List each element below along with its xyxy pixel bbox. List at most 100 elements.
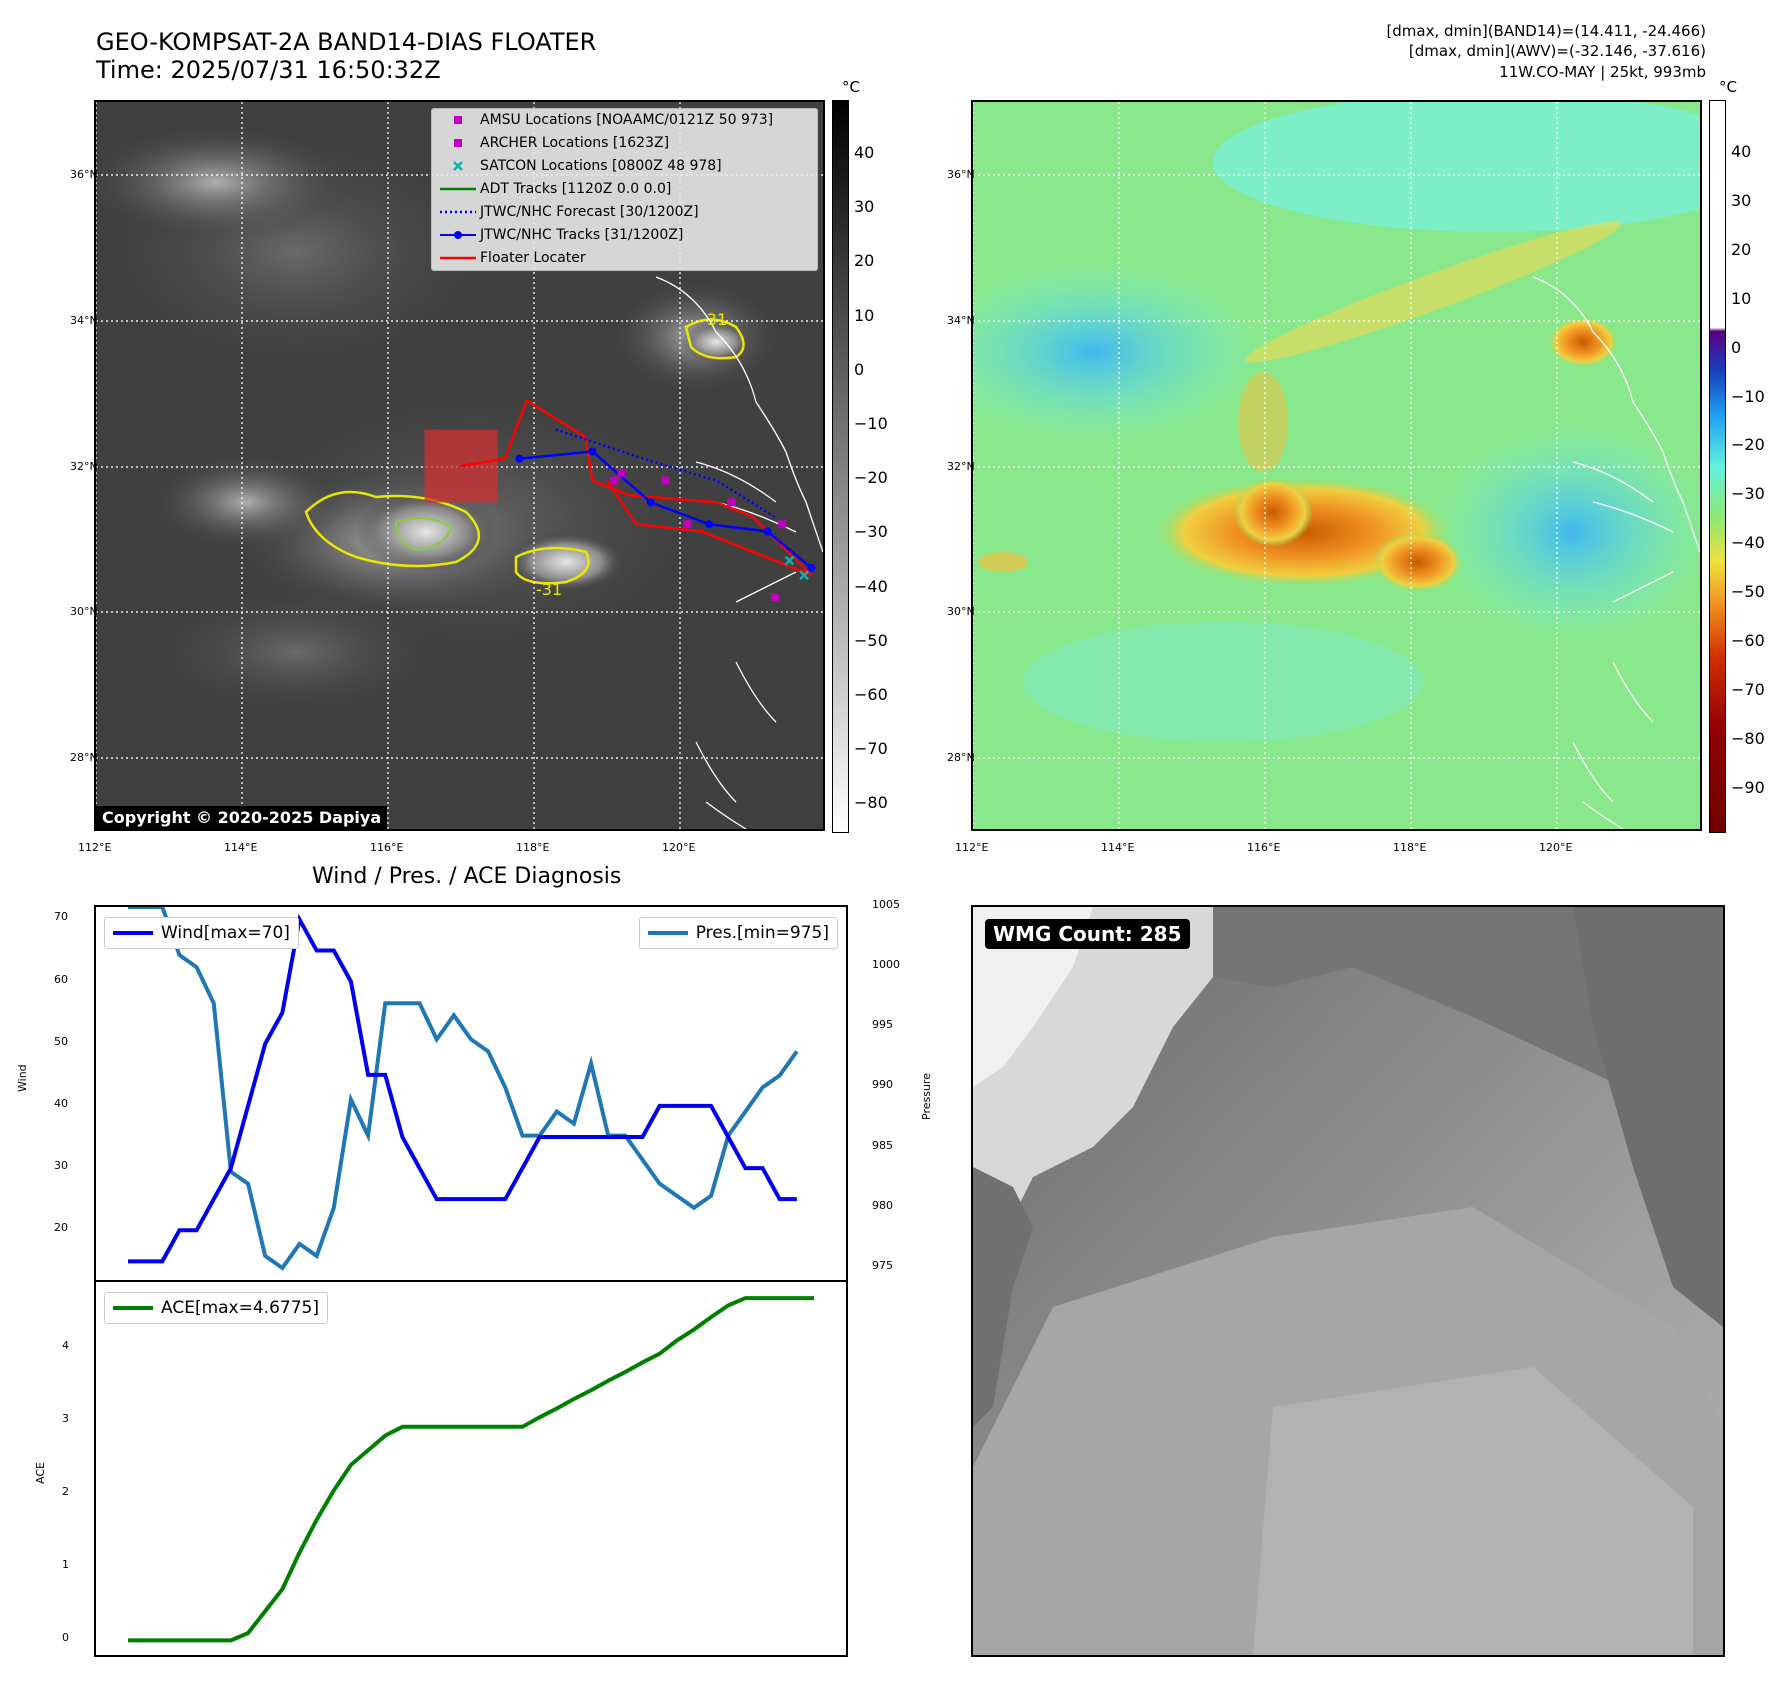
map-legend: AMSU Locations [NOAAMC/0121Z 50 973] ARC… — [431, 108, 818, 271]
wind-tick: 30 — [54, 1159, 68, 1173]
pressure-tick: 995 — [872, 1018, 893, 1032]
wind-tick: 60 — [54, 972, 68, 986]
ace-tick: 3 — [62, 1411, 69, 1425]
lat-tick-28: 28°N — [70, 751, 98, 764]
wind-axis-label: Wind — [16, 1064, 29, 1092]
wind-series-line — [128, 913, 797, 1264]
floater-track-line — [460, 398, 813, 577]
amsu-point — [610, 476, 619, 485]
wind-swatch-icon — [113, 931, 153, 935]
left-colorbar-tick: 0 — [854, 359, 865, 379]
satcon-point — [799, 570, 809, 581]
figure-title: GEO-KOMPSAT-2A BAND14-DIAS FLOATER — [96, 28, 597, 56]
r-lon-tick-112: 112°E — [955, 841, 989, 854]
r-lon-tick-114: 114°E — [1101, 841, 1135, 854]
lon-tick-120: 120°E — [662, 841, 696, 854]
left-colorbar-tick: 30 — [854, 197, 875, 217]
left-colorbar-tick: −50 — [854, 630, 888, 650]
right-colorbar — [1709, 100, 1726, 833]
archer-square-icon — [454, 139, 462, 147]
left-colorbar-tick: 20 — [854, 251, 875, 271]
r-lat-tick-34: 34°N — [947, 314, 975, 327]
amsu-point — [727, 498, 736, 507]
wind-tick: 50 — [54, 1034, 68, 1048]
contour-label-south: -31 — [536, 580, 563, 599]
left-colorbar-tick: −70 — [854, 739, 888, 759]
satcon-point — [784, 555, 795, 566]
ace-tick: 1 — [62, 1558, 69, 1572]
left-colorbar-tick: −40 — [854, 576, 888, 596]
wmg-image — [973, 907, 1723, 1655]
adt-line-icon — [440, 187, 476, 191]
legend-adt: ADT Tracks [1120Z 0.0 0.0] — [432, 178, 817, 201]
lat-tick-32: 32°N — [70, 460, 98, 473]
left-colorbar-tick: −30 — [854, 522, 888, 542]
left-colorbar-unit: °C — [842, 78, 860, 96]
left-colorbar-tick: −60 — [854, 685, 888, 704]
right-colorbar-tick: 0 — [1731, 337, 1742, 357]
right-colorbar-tick: −80 — [1731, 728, 1765, 748]
amsu-point — [770, 593, 779, 602]
right-colorbar-tick: −30 — [1731, 484, 1765, 504]
wind-tick: 20 — [54, 1221, 68, 1235]
pressure-tick: 1005 — [872, 898, 900, 911]
right-colorbar-tick: −40 — [1731, 533, 1765, 553]
amsu-point — [617, 469, 626, 478]
right-colorbar-tick: 30 — [1731, 190, 1752, 210]
wind-tick: 40 — [54, 1096, 68, 1110]
copyright-badge: Copyright © 2020-2025 Dapiya — [96, 806, 388, 829]
lat-tick-36: 36°N — [70, 168, 98, 181]
satcon-x-icon — [453, 161, 463, 171]
lon-tick-116: 116°E — [370, 841, 404, 854]
left-colorbar-tick: −10 — [854, 414, 888, 433]
ace-axis-label: ACE — [34, 1462, 47, 1484]
ace-swatch-icon — [113, 1306, 153, 1310]
jtwc-track-point — [807, 563, 816, 572]
right-colorbar-tick: 10 — [1731, 288, 1752, 308]
wmg-panel: WMG Count: 285 — [971, 905, 1725, 1657]
info-awv-range: [dmax, dmin](AWV)=(-32.146, -37.616) — [1408, 42, 1706, 60]
pressure-tick: 975 — [872, 1258, 893, 1272]
legend-amsu: AMSU Locations [NOAAMC/0121Z 50 973] — [432, 109, 817, 132]
left-colorbar-tick: 40 — [854, 143, 875, 162]
amsu-point — [778, 520, 787, 529]
r-lat-tick-32: 32°N — [947, 460, 975, 473]
wmg-count-badge: WMG Count: 285 — [985, 919, 1190, 949]
pressure-tick: 985 — [872, 1138, 893, 1152]
right-colorbar-tick: −70 — [1731, 679, 1765, 699]
diagnosis-title: Wind / Pres. / ACE Diagnosis — [312, 864, 622, 889]
r-lon-tick-116: 116°E — [1247, 841, 1281, 854]
jtwc-track-point — [588, 447, 597, 456]
left-colorbar-tick: 10 — [854, 305, 875, 325]
r-lat-tick-30: 30°N — [947, 605, 975, 618]
right-colorbar-tick: −90 — [1731, 777, 1765, 797]
right-colorbar-tick: −10 — [1731, 386, 1765, 406]
lat-tick-34: 34°N — [70, 314, 98, 327]
pressure-tick: 1000 — [872, 958, 900, 972]
jtwc-track-point — [705, 520, 714, 529]
r-lon-tick-120: 120°E — [1539, 841, 1573, 854]
enhanced-map-canvas — [973, 102, 1700, 829]
track-line-dot-icon — [440, 231, 476, 239]
jtwc-forecast-line — [555, 428, 776, 519]
r-lat-tick-28: 28°N — [947, 751, 975, 764]
jtwc-track-point — [515, 454, 524, 463]
wind-legend: Wind[max=70] — [104, 917, 299, 949]
ace-panel: ACE[max=4.6775] — [94, 1280, 848, 1657]
pressure-series-line — [128, 907, 799, 1271]
ace-tick: 0 — [62, 1631, 69, 1645]
jtwc-track-line — [519, 450, 813, 569]
legend-floater: Floater Locater — [432, 247, 817, 270]
left-colorbar-tick: −80 — [854, 793, 888, 813]
lon-tick-118: 118°E — [516, 841, 550, 854]
ace-tick: 4 — [62, 1338, 69, 1352]
floater-line-icon — [440, 256, 476, 260]
wind-pressure-plot — [128, 907, 799, 1271]
info-storm-name: 11W.CO-MAY | 25kt, 993mb — [1499, 63, 1706, 81]
r-lat-tick-36: 36°N — [947, 168, 975, 181]
amsu-point — [661, 476, 670, 485]
right-colorbar-tick: −20 — [1731, 435, 1765, 455]
pressure-tick: 980 — [872, 1198, 893, 1212]
pressure-axis-label: Pressure — [920, 1073, 933, 1120]
jtwc-track-point — [763, 527, 772, 536]
